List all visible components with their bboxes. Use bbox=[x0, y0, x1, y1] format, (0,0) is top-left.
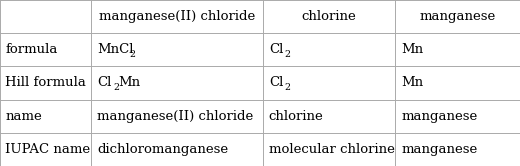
Text: chlorine: chlorine bbox=[302, 10, 356, 23]
Text: 2: 2 bbox=[284, 50, 291, 59]
Text: Hill formula: Hill formula bbox=[5, 77, 86, 89]
Text: Cl: Cl bbox=[269, 43, 283, 56]
Text: Mn: Mn bbox=[401, 77, 424, 89]
Text: manganese(II) chloride: manganese(II) chloride bbox=[99, 10, 255, 23]
Text: IUPAC name: IUPAC name bbox=[5, 143, 90, 156]
Text: Mn: Mn bbox=[119, 77, 141, 89]
Text: formula: formula bbox=[5, 43, 58, 56]
Text: Mn: Mn bbox=[401, 43, 424, 56]
Text: MnCl: MnCl bbox=[97, 43, 134, 56]
Text: Cl: Cl bbox=[97, 77, 112, 89]
Text: name: name bbox=[5, 110, 42, 123]
Text: molecular chlorine: molecular chlorine bbox=[269, 143, 395, 156]
Text: manganese: manganese bbox=[420, 10, 496, 23]
Text: 2: 2 bbox=[113, 83, 119, 92]
Text: manganese: manganese bbox=[401, 143, 478, 156]
Text: dichloromanganese: dichloromanganese bbox=[97, 143, 228, 156]
Text: manganese(II) chloride: manganese(II) chloride bbox=[97, 110, 253, 123]
Text: 2: 2 bbox=[129, 50, 135, 59]
Text: chlorine: chlorine bbox=[269, 110, 323, 123]
Text: manganese: manganese bbox=[401, 110, 478, 123]
Text: 2: 2 bbox=[284, 83, 291, 92]
Text: Cl: Cl bbox=[269, 77, 283, 89]
